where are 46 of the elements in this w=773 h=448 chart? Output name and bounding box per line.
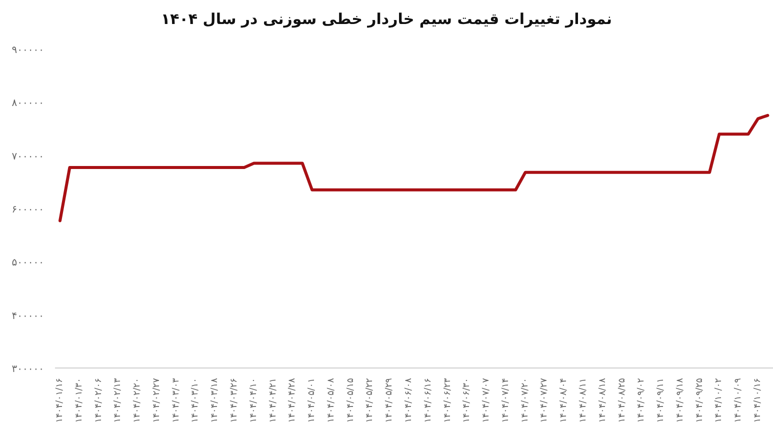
x-tick-label: ۱۴۰۴/۰۵/۲۹ [384, 378, 395, 423]
x-tick-label: ۱۴۰۴/۰۵/۰۸ [326, 378, 336, 423]
x-tick-label: ۱۴۰۴/۰۱/۳۰ [74, 378, 84, 423]
y-tick-label: ۸۰۰۰۰۰ [12, 98, 44, 110]
line-series [58, 114, 770, 222]
x-tick-label: ۱۴۰۴/۰۷/۱۴ [500, 378, 511, 423]
x-tick-label: ۱۴۰۴/۰۵/۲۲ [365, 378, 376, 423]
x-tick-label: ۱۴۰۴/۰۸/۲۵ [617, 378, 628, 423]
y-tick-label: ۳۰۰۰۰۰ [12, 364, 44, 375]
x-tick-label: ۱۴۰۴/۰۵/۰۱ [307, 378, 318, 423]
x-tick-label: ۱۴۰۴/۱۰/۰۲ [714, 378, 724, 423]
x-tick-label: ۱۴۰۴/۰۷/۲۰ [520, 378, 530, 423]
x-tick-label: ۱۴۰۴/۰۴/۲۸ [288, 378, 298, 423]
y-tick-label: ۴۰۰۰۰۰ [12, 310, 44, 322]
x-tick-label: ۱۴۰۴/۰۴/۱۰ [248, 378, 259, 423]
x-tick-label: ۱۴۰۴/۰۹/۰۲ [636, 378, 647, 423]
x-tick-label: ۱۴۰۴/۱۰/۰۹ [734, 378, 744, 423]
x-tick-label: ۱۴۰۴/۰۹/۱۸ [675, 378, 686, 423]
x-tick-label: ۱۴۰۴/۰۲/۲۷ [152, 378, 162, 423]
x-tick-label: ۱۴۰۴/۰۶/۲۳ [442, 378, 453, 423]
x-tick-label: ۱۴۰۴/۰۳/۱۰ [190, 378, 201, 423]
x-tick-label: ۱۴۰۴/۰۶/۳۰ [462, 378, 472, 423]
x-tick-label: ۱۴۰۴/۰۲/۲۰ [132, 378, 143, 423]
y-tick-label: ۵۰۰۰۰۰ [12, 258, 44, 269]
y-tick-label: ۹۰۰۰۰۰ [12, 45, 44, 56]
x-tick-label: ۱۴۰۴/۰۳/۱۸ [210, 378, 220, 423]
x-tick-label: ۱۴۰۴/۰۸/۰۴ [559, 378, 570, 423]
x-tick-label: ۱۴۰۴/۰۳/۲۶ [230, 378, 240, 423]
x-tick-label: ۱۴۰۴/۰۶/۰۸ [404, 378, 414, 423]
x-tick-label: ۱۴۰۴/۰۸/۱۸ [598, 378, 608, 423]
x-tick-label: ۱۴۰۴/۰۳/۰۳ [171, 378, 182, 423]
x-tick-label: ۱۴۰۴/۱۰/۱۶ [753, 378, 763, 423]
x-tick-label: ۱۴۰۴/۰۷/۰۷ [482, 378, 492, 423]
y-tick-label: ۶۰۰۰۰۰ [12, 204, 44, 216]
x-tick-label: ۱۴۰۴/۰۶/۱۶ [423, 378, 434, 423]
x-tick-label: ۱۴۰۴/۰۲/۱۳ [113, 378, 124, 423]
chart-title: نمودار تغییرات قیمت سیم خاردار خطی سوزنی در سال ۱۴۰۴ [160, 10, 612, 28]
x-tick-label: ۱۴۰۴/۰۱/۱۶ [55, 378, 65, 423]
x-tick-label: ۱۴۰۴/۰۵/۱۵ [346, 378, 356, 423]
x-tick-label: ۱۴۰۴/۰۴/۲۱ [268, 378, 278, 423]
x-tick-label: ۱۴۰۴/۰۷/۲۷ [540, 378, 550, 423]
y-tick-label: ۷۰۰۰۰۰ [12, 151, 44, 162]
x-tick-label: ۱۴۰۴/۰۲/۰۶ [94, 378, 104, 423]
x-tick-label: ۱۴۰۴/۰۹/۱۱ [656, 378, 666, 423]
x-tick-label: ۱۴۰۴/۰۹/۲۵ [694, 378, 705, 423]
x-tick-label: ۱۴۰۴/۰۸/۱۱ [578, 378, 588, 423]
